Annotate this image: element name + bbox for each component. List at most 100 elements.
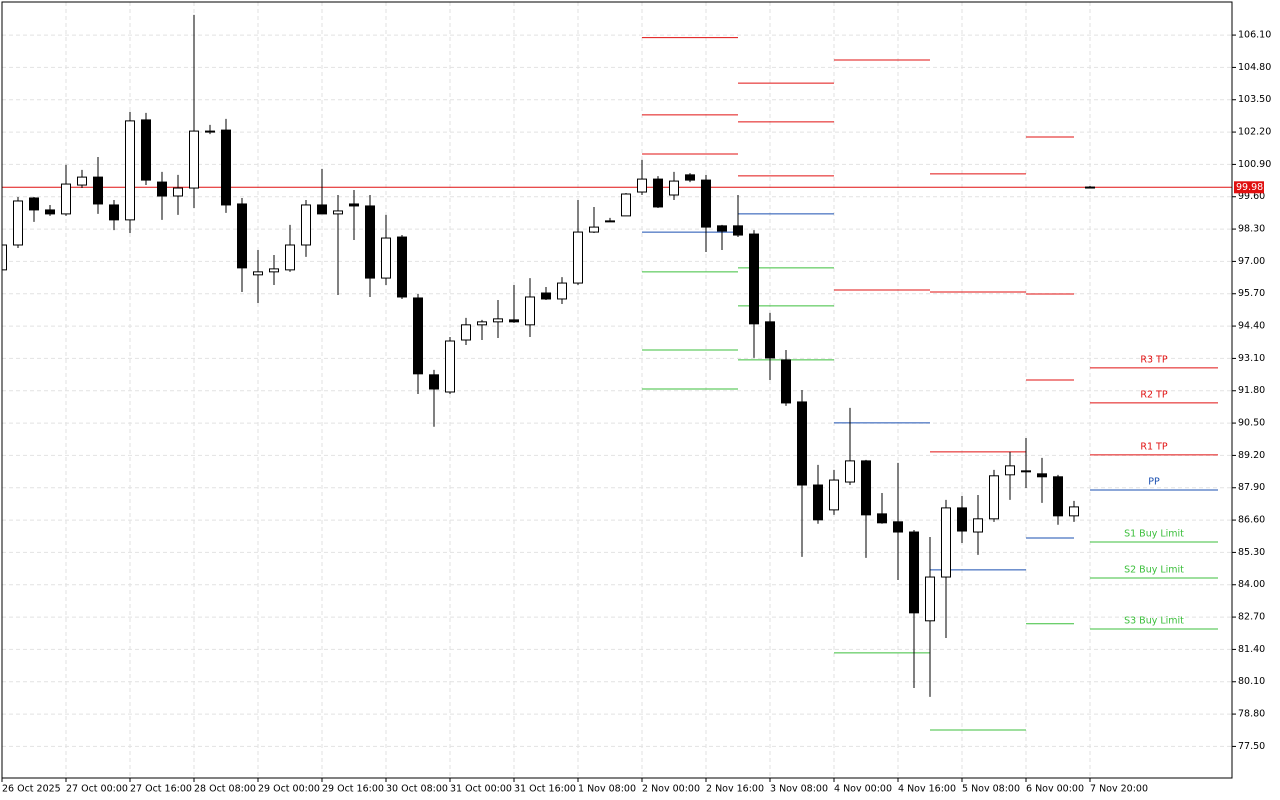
candle-body	[637, 178, 647, 193]
candle-body	[877, 513, 887, 524]
grid	[2, 2, 1232, 778]
plot-area: R3 TP R2 TP R1 TP PP S1 Buy Limit S2 Buy Limi…	[2, 14, 1232, 731]
candle-body	[477, 321, 487, 326]
level-label: R1 TP	[1140, 441, 1167, 452]
candle-body	[925, 576, 935, 622]
x-tick-label: 27 Oct 16:00	[130, 784, 192, 795]
candle-body	[397, 236, 407, 298]
y-tick-label: 86.60	[1238, 515, 1265, 526]
y-tick-label: 81.40	[1238, 644, 1265, 655]
y-tick-label: 93.10	[1238, 353, 1265, 364]
y-tick-label: 84.00	[1238, 579, 1265, 590]
last-price-box	[1234, 181, 1264, 194]
x-tick-label: 3 Nov 08:00	[770, 784, 828, 795]
candle-body	[413, 297, 423, 375]
candle-body	[205, 130, 215, 133]
candle-body	[957, 507, 967, 532]
candle-body	[29, 197, 39, 211]
y-tick-label: 82.70	[1238, 612, 1265, 623]
y-tick-label: 91.80	[1238, 385, 1265, 396]
candle-body	[45, 209, 55, 215]
candle-body	[733, 225, 743, 236]
candle-body	[973, 518, 983, 533]
candle-body	[109, 204, 119, 221]
candle-body	[797, 401, 807, 486]
level-label: S2 Buy Limit	[1124, 565, 1184, 576]
x-tick-label: 7 Nov 20:00	[1090, 784, 1148, 795]
candle-body	[333, 210, 343, 215]
candle-body	[749, 233, 759, 325]
y-tick-label: 97.00	[1238, 256, 1265, 267]
x-tick-label: 2 Nov 00:00	[642, 784, 700, 795]
candle-body	[1069, 506, 1079, 517]
candle-body	[589, 226, 599, 233]
candle-body	[781, 359, 791, 404]
candle-body	[13, 200, 23, 246]
x-tick-label: 4 Nov 16:00	[898, 784, 956, 795]
candle-body	[573, 231, 583, 284]
y-tick-label: 94.40	[1238, 321, 1265, 332]
candle-body	[189, 130, 199, 189]
candle-body	[285, 244, 295, 271]
x-tick-label: 28 Oct 08:00	[194, 784, 256, 795]
level-label: R3 TP	[1140, 354, 1167, 365]
x-tick-label: 29 Oct 16:00	[322, 784, 384, 795]
candle-body	[829, 479, 839, 511]
y-tick-label: 100.90	[1238, 159, 1271, 170]
candle-body	[445, 340, 455, 393]
x-tick-label: 2 Nov 16:00	[706, 784, 764, 795]
x-tick-label: 31 Oct 16:00	[514, 784, 576, 795]
y-tick-label: 95.70	[1238, 288, 1265, 299]
x-tick-label: 5 Nov 08:00	[962, 784, 1020, 795]
level-label: R2 TP	[1140, 389, 1167, 400]
y-tick-label: 103.50	[1238, 94, 1271, 105]
axes: 106.10 104.80 103.50 102.20 100.90 99.60 98.30…	[1, 30, 1271, 795]
candle-body	[685, 174, 695, 181]
candle-body	[493, 318, 503, 323]
y-tick-label: 104.80	[1238, 62, 1271, 73]
level-label: PP	[1148, 476, 1160, 487]
y-tick-label: 99.60	[1238, 191, 1265, 202]
candle-body	[365, 205, 375, 279]
y-tick-label: 106.10	[1238, 30, 1271, 41]
candle-body	[269, 268, 279, 273]
plot-border	[1, 1, 1233, 779]
candle-body	[77, 176, 87, 186]
candle-body	[301, 204, 311, 246]
x-tick-label: 26 Oct 2025	[2, 784, 61, 795]
candle-body	[861, 460, 871, 516]
candle-body	[93, 176, 103, 205]
candle-body	[1037, 473, 1047, 478]
candle-body	[845, 460, 855, 483]
candle-body	[429, 374, 439, 390]
y-tick-label: 90.50	[1238, 418, 1265, 429]
y-tick-label: 98.30	[1238, 224, 1265, 235]
candle-body	[173, 187, 183, 197]
x-tick-label: 31 Oct 00:00	[450, 784, 512, 795]
candle-body	[2, 244, 7, 271]
candle-body	[621, 193, 631, 217]
candle-body	[1053, 476, 1063, 517]
candle-body	[941, 507, 951, 578]
y-tick-label: 77.50	[1238, 741, 1265, 752]
y-tick-label: 87.90	[1238, 482, 1265, 493]
candle-body	[909, 531, 919, 614]
candle-body	[701, 179, 711, 228]
candle-body	[61, 183, 71, 215]
x-tick-label: 1 Nov 08:00	[578, 784, 636, 795]
candle-body	[893, 521, 903, 533]
x-tick-label: 30 Oct 08:00	[386, 784, 448, 795]
candle-body	[461, 324, 471, 341]
candle-body	[669, 180, 679, 196]
y-tick-label: 102.20	[1238, 127, 1271, 138]
candle-body	[1085, 186, 1095, 189]
x-tick-label: 27 Oct 00:00	[66, 784, 128, 795]
candle-body	[237, 203, 247, 269]
x-tick-label: 4 Nov 00:00	[834, 784, 892, 795]
candle-body	[509, 319, 519, 323]
last-price-label: 99.98	[1236, 182, 1263, 193]
candle-body	[557, 282, 567, 300]
candle-body	[221, 129, 231, 206]
